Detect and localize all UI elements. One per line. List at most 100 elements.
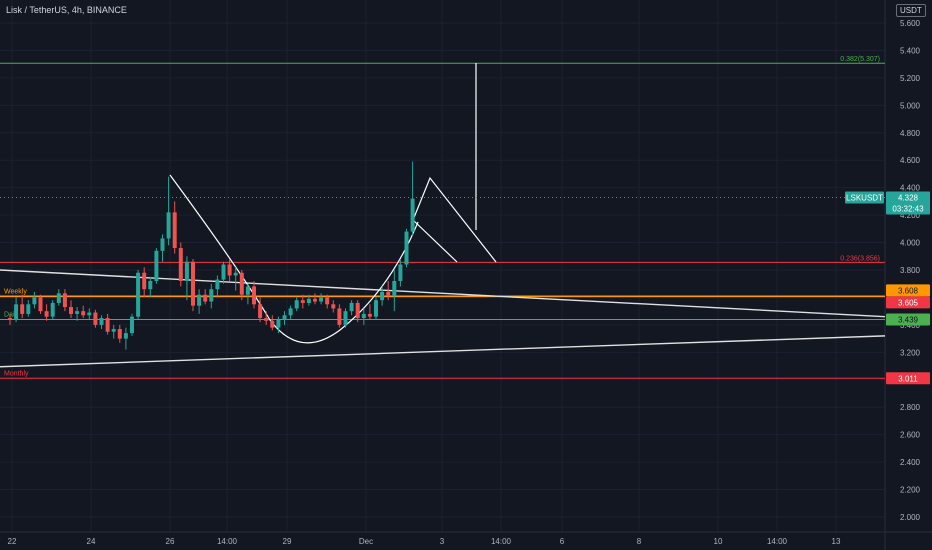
time-tick-label: 22 <box>8 537 17 546</box>
candle-body <box>87 312 92 316</box>
time-tick-label: Dec <box>359 537 373 546</box>
candle-body <box>14 304 19 320</box>
last-price-tag-bg <box>886 191 930 215</box>
candle-body <box>386 291 391 297</box>
candle-body <box>130 316 134 334</box>
price-tag-bg <box>886 313 930 326</box>
candle-body <box>313 298 317 302</box>
candle-body <box>221 264 226 280</box>
fib-level-label: 0.236(3.856) <box>840 255 880 262</box>
candle-body <box>355 302 360 319</box>
time-tick-label: 8 <box>637 537 642 546</box>
candle-body <box>8 318 12 320</box>
candle-body <box>26 304 31 314</box>
price-tag-label: 3.608 <box>898 286 919 295</box>
price-tick-label: 2.400 <box>900 458 921 467</box>
candle-body <box>20 304 25 314</box>
candle-body <box>288 308 293 316</box>
price-tick-label: 5.000 <box>900 101 921 110</box>
candle-body <box>172 212 177 249</box>
time-tick-label: 10 <box>714 537 723 546</box>
handle-outline-lower <box>412 219 458 263</box>
price-tag-bg <box>886 284 930 297</box>
candle-body <box>142 272 147 290</box>
candle-body <box>50 302 55 317</box>
candle-body <box>258 304 263 319</box>
price-tag-label: 3.011 <box>898 374 918 383</box>
price-tick-label: 3.200 <box>900 348 921 357</box>
price-tick-label: 2.200 <box>900 486 921 495</box>
time-tick-label: 6 <box>560 537 565 546</box>
time-tick-label: 14:00 <box>217 537 238 546</box>
candle-body <box>160 238 165 251</box>
price-tag-bg <box>886 296 930 309</box>
candle-body <box>331 304 336 309</box>
candle-body <box>215 279 220 290</box>
price-tag-label: 3.439 <box>898 316 919 325</box>
price-tick-label: 5.200 <box>900 74 921 83</box>
symbol-tag-bg <box>845 191 884 204</box>
candle-body <box>62 293 67 308</box>
price-tick-label: 4.800 <box>900 129 921 138</box>
candle-body <box>361 313 366 319</box>
currency-badge[interactable]: USDT <box>896 4 926 17</box>
level-label: Monthly <box>4 370 29 377</box>
candle-body <box>300 300 305 303</box>
time-tick-label: 14:00 <box>491 537 512 546</box>
candle-body <box>319 297 324 302</box>
candle-body <box>81 311 86 316</box>
candle-body <box>264 318 269 321</box>
descending-trendline <box>0 269 886 318</box>
price-tick-label: 2.800 <box>900 403 921 412</box>
candle-body <box>245 286 250 295</box>
time-tick-label: 13 <box>832 537 841 546</box>
time-tick-label: 14:00 <box>767 537 788 546</box>
symbol-tag: LSKUSDT <box>846 194 883 203</box>
countdown-value: 03:32:43 <box>892 205 924 214</box>
candle-body <box>270 320 275 328</box>
ascending-trendline <box>0 335 886 368</box>
candle-body <box>203 294 208 302</box>
last-price-value: 4.328 <box>898 194 919 203</box>
candle-body <box>117 329 122 339</box>
candle-body <box>69 307 73 314</box>
candle-body <box>392 280 397 297</box>
level-label: Dai <box>4 312 15 319</box>
price-tick-label: 4.600 <box>900 156 921 165</box>
candle-body <box>337 308 342 325</box>
price-tick-label: 2.000 <box>900 513 921 522</box>
candle-body <box>374 300 378 317</box>
candle-body <box>227 264 232 276</box>
price-tick-label: 5.400 <box>900 46 921 55</box>
time-tick-label: 3 <box>440 537 445 546</box>
candle-body <box>325 297 330 305</box>
candle-body <box>380 291 385 301</box>
price-tick-label: 2.600 <box>900 431 921 440</box>
candle-body <box>398 264 403 281</box>
candle-body <box>111 329 116 332</box>
candle-body <box>239 272 244 295</box>
handle-outline-upper <box>412 176 497 263</box>
price-tick-label: 5.600 <box>900 19 921 28</box>
candle-body <box>209 289 214 302</box>
candle-body <box>343 311 348 325</box>
candle-body <box>178 248 183 281</box>
candle-body <box>44 311 49 317</box>
price-tick-label: 4.400 <box>900 184 921 193</box>
candle-body <box>349 302 354 312</box>
time-tick-label: 29 <box>283 537 292 546</box>
price-tag-bg <box>886 372 930 385</box>
candle-body <box>99 318 104 325</box>
price-tag-label: 3.605 <box>898 298 919 307</box>
candle-body <box>166 212 171 239</box>
candle-body <box>184 261 189 281</box>
chart-title: Lisk / TetherUS, 4h, BINANCE <box>6 5 127 15</box>
candle-body <box>306 298 311 303</box>
candle-body <box>154 250 159 281</box>
candle-body <box>56 293 61 303</box>
candle-body <box>32 297 37 305</box>
candle-body <box>233 272 238 276</box>
candle-body <box>136 272 141 317</box>
